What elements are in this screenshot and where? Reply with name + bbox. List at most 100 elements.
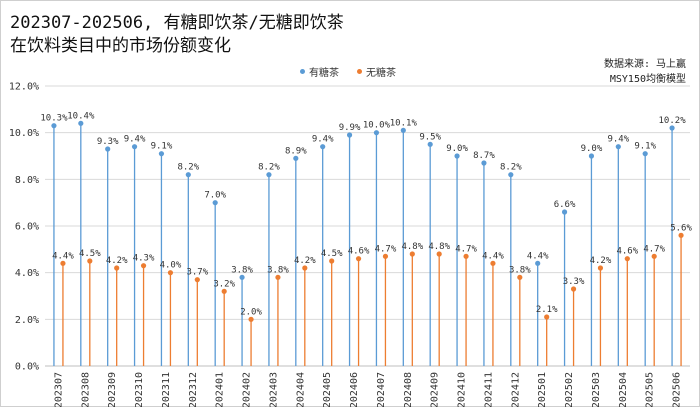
point-nosugar — [651, 253, 657, 259]
data-label-sugar: 8.2% — [177, 163, 199, 173]
data-label-sugar: 8.7% — [473, 151, 495, 161]
data-label-nosugar: 3.7% — [186, 268, 208, 278]
point-nosugar — [544, 314, 550, 320]
point-nosugar — [248, 316, 254, 322]
x-tick-label: 202312 — [188, 372, 199, 407]
chart-subtitle: 在饮料类目中的市场份额变化 — [10, 36, 231, 56]
point-nosugar — [60, 260, 66, 266]
x-tick-label: 202406 — [349, 372, 360, 407]
point-nosugar — [355, 256, 362, 262]
x-tick-label: 202501 — [537, 372, 548, 407]
point-sugar — [535, 260, 541, 266]
chart-title: 202307-202506, 有糖即饮茶/无糖即饮茶 — [10, 13, 344, 33]
legend-item-nosugar: 无糖茶 — [357, 64, 396, 79]
data-label-sugar: 10.4% — [67, 111, 95, 121]
y-tick-label: 0.0% — [15, 362, 39, 373]
legend-dot-nosugar — [357, 69, 362, 74]
x-tick-label: 202311 — [161, 372, 172, 407]
data-label-nosugar: 5.6% — [670, 223, 692, 233]
legend-item-sugar: 有糖茶 — [300, 64, 339, 79]
y-tick-label: 12.0% — [9, 82, 39, 93]
point-sugar — [239, 274, 245, 280]
point-nosugar — [275, 274, 281, 280]
data-label-nosugar: 4.4% — [52, 251, 74, 261]
point-nosugar — [624, 256, 630, 262]
x-tick-label: 202404 — [295, 372, 306, 407]
point-sugar — [427, 141, 433, 147]
point-sugar — [615, 144, 621, 150]
y-tick-label: 10.0% — [9, 128, 39, 139]
point-nosugar — [436, 251, 442, 257]
point-nosugar — [114, 265, 120, 271]
point-nosugar — [167, 270, 174, 276]
data-label-nosugar: 4.6% — [616, 247, 638, 257]
point-sugar — [78, 120, 84, 126]
data-label-sugar: 4.4% — [527, 251, 549, 261]
data-label-nosugar: 4.3% — [133, 254, 155, 264]
point-nosugar — [409, 251, 415, 257]
data-label-sugar: 10.0% — [363, 121, 391, 131]
data-label-nosugar: 3.2% — [213, 279, 235, 289]
data-label-sugar: 8.2% — [258, 163, 280, 173]
data-source: 数据来源: 马上赢 — [603, 59, 686, 70]
point-sugar — [212, 200, 218, 206]
data-label-nosugar: 3.8% — [267, 265, 289, 275]
point-sugar — [185, 172, 191, 178]
point-nosugar — [517, 274, 523, 280]
point-sugar — [588, 153, 595, 159]
data-label-nosugar: 4.2% — [106, 256, 128, 266]
point-nosugar — [597, 265, 604, 271]
x-tick-label: 202310 — [134, 372, 145, 407]
data-label-sugar: 9.5% — [419, 132, 441, 142]
data-label-nosugar: 3.3% — [563, 277, 585, 287]
point-sugar — [131, 144, 138, 150]
point-sugar — [293, 155, 299, 161]
data-label-nosugar: 4.5% — [321, 249, 343, 259]
point-sugar — [400, 127, 406, 133]
point-nosugar — [382, 253, 389, 259]
data-label-sugar: 3.8% — [231, 265, 253, 275]
point-nosugar — [678, 232, 684, 238]
legend-dot-sugar — [300, 69, 305, 74]
x-tick-label: 202412 — [510, 372, 521, 407]
data-label-nosugar: 4.6% — [348, 247, 370, 257]
data-label-nosugar: 4.7% — [643, 244, 665, 254]
data-label-nosugar: 4.8% — [401, 242, 423, 252]
y-tick-label: 8.0% — [15, 175, 39, 186]
x-tick-label: 202409 — [430, 372, 441, 407]
x-tick-label: 202506 — [672, 372, 683, 407]
y-tick-label: 4.0% — [15, 268, 39, 279]
point-nosugar — [570, 286, 577, 292]
data-label-sugar: 9.4% — [312, 135, 334, 145]
data-label-sugar: 9.3% — [97, 137, 119, 147]
data-label-sugar: 7.0% — [204, 191, 226, 201]
point-sugar — [346, 132, 353, 138]
data-label-sugar: 9.0% — [581, 144, 603, 154]
point-sugar — [51, 123, 57, 129]
data-label-sugar: 8.2% — [500, 163, 522, 173]
point-sugar — [642, 151, 648, 157]
data-label-sugar: 6.6% — [554, 200, 576, 210]
point-sugar — [320, 144, 326, 150]
model-note: MSY150均衡模型 — [609, 74, 686, 85]
legend: 有糖茶 无糖茶 — [300, 64, 396, 79]
x-tick-label: 202307 — [53, 372, 64, 407]
legend-label-nosugar: 无糖茶 — [366, 68, 396, 79]
data-label-nosugar: 4.2% — [294, 256, 316, 266]
data-label-sugar: 9.4% — [124, 135, 146, 145]
data-label-sugar: 9.1% — [634, 142, 656, 152]
x-tick-label: 202504 — [618, 372, 629, 407]
x-tick-label: 202403 — [268, 372, 279, 407]
x-tick-label: 202401 — [215, 372, 226, 407]
data-label-sugar: 9.1% — [151, 142, 173, 152]
data-label-nosugar: 4.0% — [160, 261, 182, 271]
data-label-nosugar: 2.1% — [536, 305, 558, 315]
point-nosugar — [463, 253, 469, 259]
point-sugar — [105, 146, 111, 152]
x-tick-label: 202405 — [322, 372, 333, 407]
x-tick-label: 202407 — [376, 372, 387, 407]
x-tick-label: 202502 — [564, 372, 575, 407]
data-label-sugar: 10.2% — [659, 116, 687, 126]
point-sugar — [481, 160, 487, 166]
